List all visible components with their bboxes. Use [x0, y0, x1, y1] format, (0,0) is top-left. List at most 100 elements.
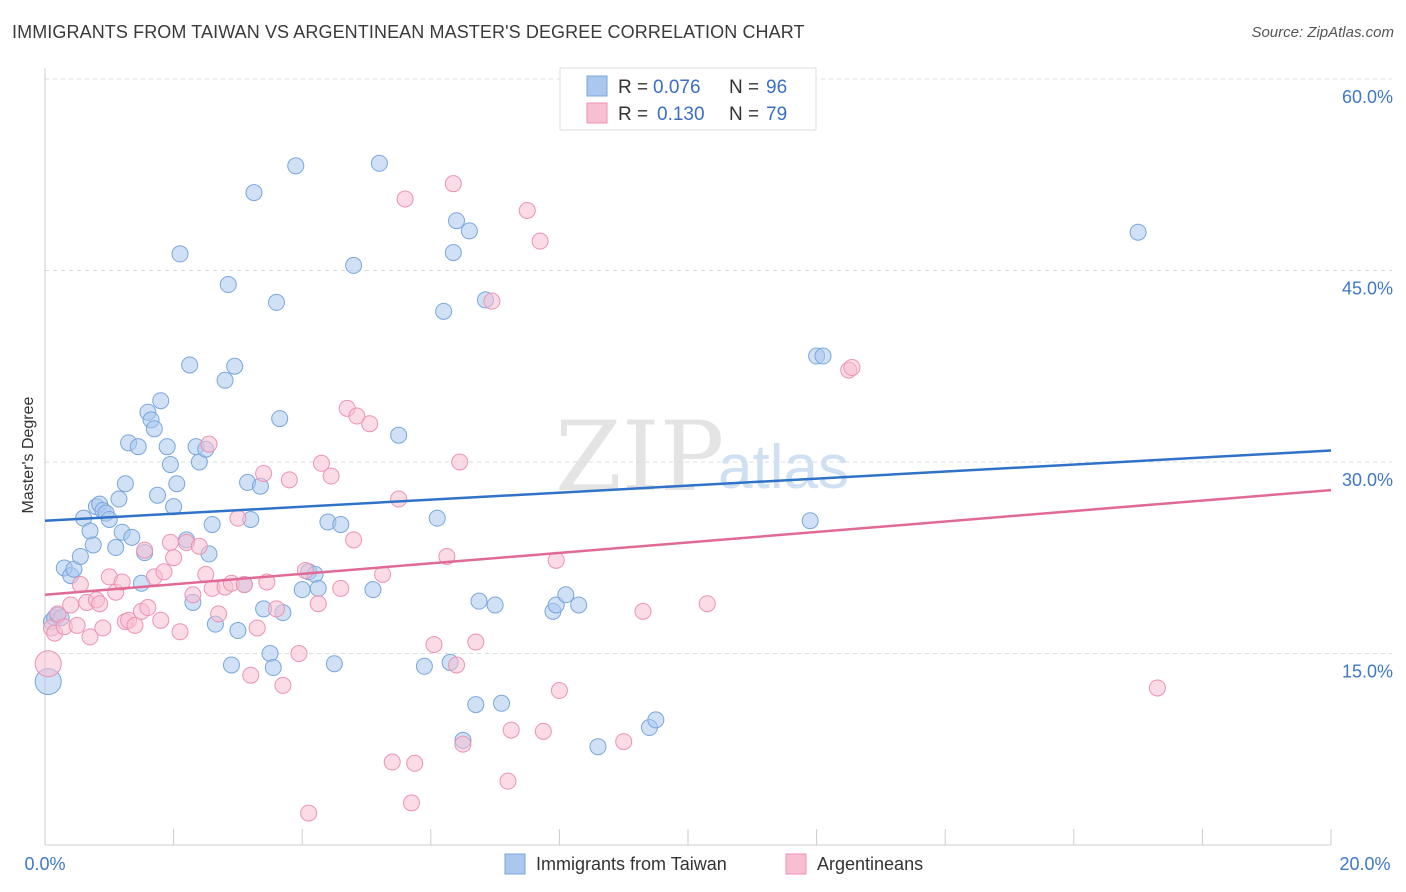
x-tick-label-max: 20.0%: [1339, 854, 1390, 874]
data-point: [438, 547, 456, 565]
data-point: [570, 596, 588, 614]
data-point: [255, 464, 273, 482]
data-point: [81, 628, 99, 646]
data-point: [84, 536, 102, 554]
data-point: [647, 711, 665, 729]
data-point: [448, 212, 466, 230]
x-tick-label-min: 0.0%: [24, 854, 65, 874]
data-point: [107, 539, 125, 557]
data-point: [168, 475, 186, 493]
data-point: [267, 293, 285, 311]
data-point: [451, 453, 469, 471]
data-point: [312, 454, 330, 472]
series-taiwan-points: [34, 154, 1147, 756]
legend-n-value-taiwan: 96: [766, 77, 787, 98]
data-point: [68, 616, 86, 634]
data-point: [171, 623, 189, 641]
data-point: [1129, 223, 1147, 241]
data-point: [110, 490, 128, 508]
data-point: [129, 438, 147, 456]
data-point: [149, 486, 167, 504]
data-point: [155, 563, 173, 581]
data-point: [210, 605, 228, 623]
data-point: [290, 645, 308, 662]
data-point: [383, 753, 401, 771]
data-point: [1148, 679, 1166, 697]
bottom-legend-label-argentinean: Argentineans: [817, 854, 923, 874]
data-point: [448, 656, 466, 674]
data-point: [267, 600, 285, 618]
data-point: [216, 371, 234, 389]
data-point: [518, 201, 536, 219]
data-point: [322, 467, 340, 485]
data-point: [534, 722, 552, 740]
data-point: [589, 738, 607, 756]
data-point: [222, 656, 240, 674]
data-point: [165, 549, 183, 567]
data-point: [203, 516, 221, 534]
data-point: [184, 586, 202, 604]
data-point: [332, 516, 350, 534]
data-point: [296, 562, 314, 580]
data-point: [634, 602, 652, 620]
data-point: [332, 579, 350, 597]
bottom-legend-label-taiwan: Immigrants from Taiwan: [536, 854, 727, 874]
legend-r-label-taiwan: R =: [618, 77, 648, 98]
data-point: [229, 509, 247, 527]
trend-line-taiwan: [44, 449, 1332, 522]
data-point: [801, 512, 819, 530]
data-point: [550, 682, 568, 700]
data-point: [415, 657, 433, 675]
data-point: [467, 696, 485, 714]
data-point: [557, 586, 575, 604]
data-point: [261, 645, 279, 662]
data-point: [181, 356, 199, 374]
data-point: [467, 633, 485, 651]
y-tick-label: 30.0%: [1342, 470, 1393, 490]
data-point: [300, 804, 318, 822]
data-point: [229, 622, 247, 640]
data-point: [499, 772, 517, 790]
trend-line-argentinean: [44, 488, 1332, 597]
watermark: ZIP atlas: [555, 401, 849, 513]
legend-swatch-argentinean: [586, 102, 608, 124]
data-point: [502, 721, 520, 739]
data-point: [271, 410, 289, 428]
data-point: [325, 655, 343, 673]
data-point: [91, 595, 109, 613]
legend-n-value-argentinean: 79: [766, 104, 787, 125]
data-point: [843, 359, 861, 377]
chart-title: IMMIGRANTS FROM TAIWAN VS ARGENTINEAN MA…: [12, 22, 805, 42]
bottom-legend-swatch-argentinean: [785, 853, 807, 875]
y-axis-tick-labels: 15.0% 30.0% 45.0% 60.0%: [1342, 87, 1393, 682]
data-point: [309, 579, 327, 597]
data-point: [274, 676, 292, 694]
data-point: [113, 573, 131, 591]
data-point: [493, 694, 511, 712]
data-point: [152, 392, 170, 410]
data-point: [161, 456, 179, 474]
gridlines: [45, 78, 1392, 654]
y-tick-label: 45.0%: [1342, 279, 1393, 299]
data-point: [158, 438, 176, 456]
watermark-zip: ZIP: [555, 401, 724, 513]
data-point: [200, 435, 218, 453]
data-point: [71, 547, 89, 565]
data-point: [145, 420, 163, 438]
data-point: [264, 659, 282, 677]
y-tick-label: 15.0%: [1342, 662, 1393, 682]
y-axis-label: Master's Degree: [20, 396, 37, 513]
data-point: [370, 154, 388, 172]
data-point: [425, 636, 443, 654]
data-point: [403, 794, 421, 812]
data-point: [152, 611, 170, 629]
data-point: [309, 595, 327, 613]
data-point: [242, 666, 260, 684]
data-point: [396, 190, 414, 208]
data-point: [345, 256, 363, 274]
bottom-legend-swatch-taiwan: [504, 853, 526, 875]
data-point: [71, 576, 89, 594]
data-point: [126, 616, 144, 634]
data-point: [444, 175, 462, 193]
data-point: [531, 232, 549, 250]
